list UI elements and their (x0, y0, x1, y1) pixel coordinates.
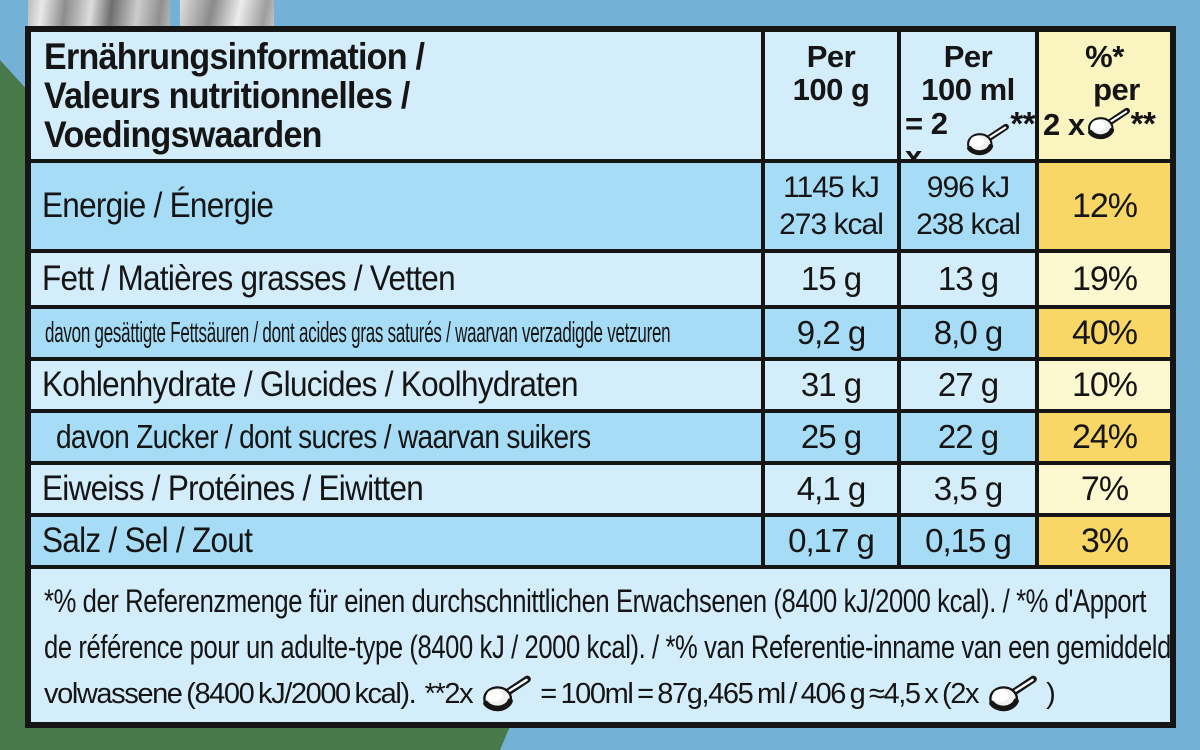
row-carbohydrates-percent: 10% (1071, 365, 1138, 404)
row-saturated-fat-percent-cell: 40% (1039, 309, 1170, 357)
row-energy-per100g-cell: 1145 kJ 273 kcal (765, 163, 897, 249)
row-energy-percent-cell: 12% (1039, 163, 1170, 249)
row-carbohydrates-per100ml: 27 g (937, 366, 999, 403)
footnote-line-3-text-c: ) (1046, 677, 1056, 710)
row-fat-percent: 19% (1071, 259, 1138, 298)
footnote-line-3-text-a: volwassene (8400 kJ/2000 kcal). **2x (44, 677, 474, 710)
row-carbohydrates-per100ml-cell: 27 g (901, 361, 1035, 409)
table-title-cell: Ernährungsinformation / Valeurs nutritio… (31, 32, 761, 159)
row-protein-percent-cell: 7% (1039, 465, 1170, 513)
row-sugars-percent: 24% (1071, 417, 1138, 456)
row-sugars-percent-cell: 24% (1039, 413, 1170, 461)
row-carbohydrates-label: Kohlenhydrate / Glucides / Koolhydraten (42, 365, 579, 404)
row-salt-per100ml-cell: 0,15 g (901, 517, 1035, 565)
row-carbohydrates-percent-cell: 10% (1039, 361, 1170, 409)
row-salt-per100ml: 0,15 g (925, 522, 1012, 559)
row-sugars-per100ml-cell: 22 g (901, 413, 1035, 461)
per-100g-line-1: Per (806, 39, 856, 74)
row-protein-label-cell: Eiweiss / Protéines / Eiwitten (31, 465, 761, 513)
row-fat-per100g: 15 g (800, 260, 862, 297)
photo-strip-fragment (180, 0, 274, 27)
scoop-icon (482, 675, 532, 713)
col-header-percent: %* per 2 x ** (1039, 32, 1170, 159)
scoop-icon (966, 123, 1010, 157)
per-100ml-line-1: Per (943, 39, 993, 74)
row-sugars-label-cell: davon Zucker / dont sucres / waarvan sui… (31, 413, 761, 461)
scoop-icon (988, 675, 1038, 713)
col-header-per-100ml: Per 100 ml = 2 x ** (901, 32, 1035, 159)
row-energy-percent: 12% (1071, 186, 1138, 225)
row-saturated-fat-per100ml-cell: 8,0 g (901, 309, 1035, 357)
row-fat-label-cell: Fett / Matières grasses / Vetten (31, 253, 761, 305)
row-protein-per100g-cell: 4,1 g (765, 465, 897, 513)
percent-header-2x-text: 2 x (1043, 106, 1085, 142)
row-energy-label-cell: Energie / Énergie (31, 163, 761, 249)
row-energy-label: Energie / Énergie (42, 186, 274, 225)
row-energy-per100ml-kj: 996 kJ (926, 171, 1010, 204)
row-fat-percent-cell: 19% (1039, 253, 1170, 305)
double-asterisk-marker: ** (1010, 105, 1035, 142)
row-saturated-fat-label-cell: davon gesättigte Fettsäuren / dont acide… (31, 309, 761, 357)
row-sugars-per100g-cell: 25 g (765, 413, 897, 461)
row-energy-per100g-kcal: 273 kcal (779, 208, 884, 241)
row-fat-per100ml-cell: 13 g (901, 253, 1035, 305)
row-saturated-fat-per100g: 9,2 g (796, 314, 866, 351)
per-100ml-equivalence: = 2 x ** (901, 107, 1035, 159)
footnote-line-3-text-b: = 100ml = 87g,465 ml / 406 g ≈4,5 x (2x (540, 677, 979, 710)
row-sugars-per100ml: 22 g (937, 418, 999, 455)
row-energy-per100ml-kcal: 238 kcal (916, 208, 1021, 241)
row-sugars-per100g: 25 g (800, 418, 862, 455)
row-carbohydrates-per100g: 31 g (800, 366, 862, 403)
nutrition-table: Ernährungsinformation / Valeurs nutritio… (25, 26, 1176, 728)
row-carbohydrates-label-cell: Kohlenhydrate / Glucides / Koolhydraten (31, 361, 761, 409)
per-100ml-line-2: 100 ml (921, 72, 1015, 107)
row-fat-label: Fett / Matières grasses / Vetten (42, 259, 456, 298)
per-100ml-equals-text: = 2 x (905, 106, 948, 159)
row-protein-per100ml-cell: 3,5 g (901, 465, 1035, 513)
footnote-line-2: de référence pour un adulte-type (8400 k… (44, 629, 1170, 665)
row-protein-per100ml: 3,5 g (933, 470, 1003, 507)
row-fat-per100g-cell: 15 g (765, 253, 897, 305)
row-energy-per100g-kj: 1145 kJ (783, 171, 880, 204)
row-protein-per100g: 4,1 g (796, 470, 866, 507)
row-saturated-fat-per100ml: 8,0 g (933, 314, 1003, 351)
row-protein-label: Eiweiss / Protéines / Eiwitten (42, 469, 424, 508)
table-title-line-1: Ernährungsinformation / (44, 36, 425, 77)
row-salt-label-cell: Salz / Sel / Zout (31, 517, 761, 565)
percent-header-line-2: per (1093, 72, 1140, 107)
per-100g-line-2: 100 g (792, 72, 870, 107)
row-sugars-label: davon Zucker / dont sucres / waarvan sui… (56, 418, 591, 455)
row-saturated-fat-label: davon gesättigte Fettsäuren / dont acide… (45, 316, 671, 349)
row-salt-percent-cell: 3% (1039, 517, 1170, 565)
footnote-line-1: *% der Referenzmenge für einen durchschn… (44, 583, 1147, 619)
row-carbohydrates-per100g-cell: 31 g (765, 361, 897, 409)
row-salt-label: Salz / Sel / Zout (42, 521, 253, 560)
scoop-icon (1087, 107, 1131, 141)
row-fat-per100ml: 13 g (937, 260, 999, 297)
row-saturated-fat-per100g-cell: 9,2 g (765, 309, 897, 357)
table-title-line-3: Voedingswaarden (44, 114, 322, 155)
percent-header-equivalence: 2 x ** (1039, 107, 1170, 141)
footnote-cell: *% der Referenzmenge für einen durchschn… (31, 569, 1170, 722)
percent-header-line-1: %* (1085, 39, 1124, 74)
row-salt-per100g: 0,17 g (788, 522, 875, 559)
row-salt-per100g-cell: 0,17 g (765, 517, 897, 565)
row-protein-percent: 7% (1080, 469, 1129, 508)
row-saturated-fat-percent: 40% (1071, 313, 1138, 352)
double-asterisk-marker: ** (1130, 105, 1156, 142)
row-salt-percent: 3% (1080, 521, 1129, 560)
col-header-per-100g: Per 100 g (765, 32, 897, 159)
footnote-line-3: volwassene (8400 kJ/2000 kcal). **2x = 1… (44, 670, 1170, 718)
table-title-line-2: Valeurs nutritionnelles / (44, 75, 410, 116)
row-energy-per100ml-cell: 996 kJ 238 kcal (901, 163, 1035, 249)
photo-strip-fragment (28, 0, 170, 27)
